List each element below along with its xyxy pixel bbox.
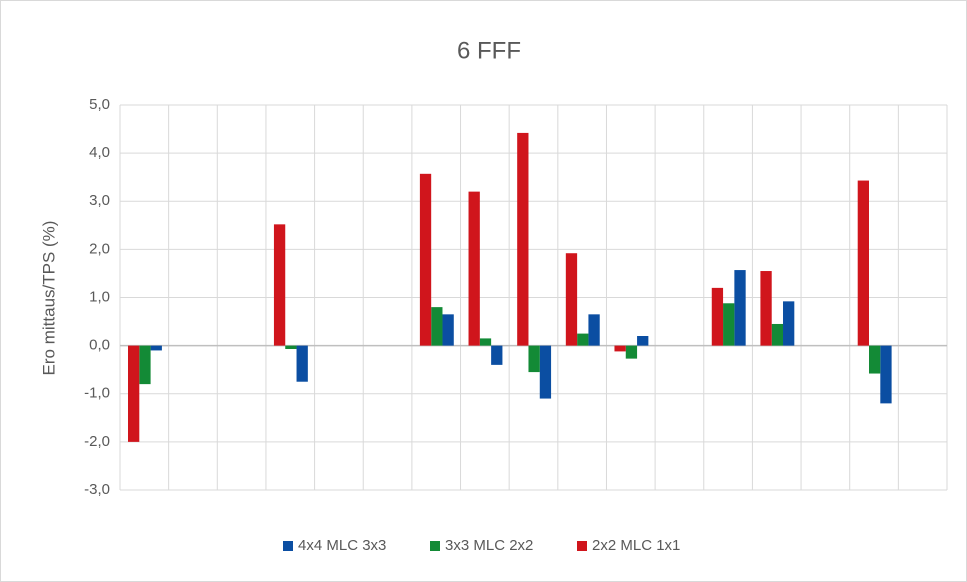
bar xyxy=(783,301,795,346)
bar xyxy=(273,224,286,346)
bar xyxy=(760,271,772,346)
bar xyxy=(539,345,552,399)
bar xyxy=(857,180,870,346)
bar xyxy=(734,270,746,346)
bar xyxy=(869,345,881,374)
bar xyxy=(528,345,540,373)
bar xyxy=(150,345,162,351)
y-tick-label: 2,0 xyxy=(89,240,110,257)
bar xyxy=(625,345,638,359)
bar xyxy=(771,323,784,346)
y-tick-label: 0,0 xyxy=(89,337,110,354)
bar xyxy=(565,253,578,346)
legend-label: 2x2 MLC 1x1 xyxy=(592,537,680,554)
bar xyxy=(479,338,492,346)
legend-label: 3x3 MLC 2x2 xyxy=(445,537,533,554)
bar xyxy=(431,307,443,346)
bar xyxy=(128,345,140,442)
bar xyxy=(491,345,503,365)
legend-label: 4x4 MLC 3x3 xyxy=(298,537,386,554)
bar xyxy=(723,303,735,346)
bar xyxy=(285,345,297,349)
bar xyxy=(880,345,892,404)
bar xyxy=(419,173,432,346)
y-tick-label: -2,0 xyxy=(84,433,110,450)
y-tick-label: -3,0 xyxy=(84,481,110,498)
legend-swatch xyxy=(577,541,587,551)
y-tick-label: 4,0 xyxy=(89,144,110,161)
bar xyxy=(139,345,151,385)
y-tick-label: 5,0 xyxy=(89,96,110,113)
legend-swatch xyxy=(430,541,440,551)
y-tick-label: -1,0 xyxy=(84,385,110,402)
bar xyxy=(517,132,529,346)
bar xyxy=(577,333,589,346)
bar xyxy=(442,314,454,346)
legend-swatch xyxy=(283,541,293,551)
y-tick-label: 1,0 xyxy=(89,288,110,305)
y-axis-label: Ero mittaus/TPS (%) xyxy=(39,221,58,376)
bar xyxy=(637,336,649,346)
bar xyxy=(614,345,626,352)
bar xyxy=(468,191,480,346)
bar xyxy=(296,345,308,382)
y-tick-label: 3,0 xyxy=(89,192,110,209)
bar xyxy=(711,287,724,346)
bar xyxy=(588,314,600,346)
chart-title: 6 FFF xyxy=(457,37,521,64)
